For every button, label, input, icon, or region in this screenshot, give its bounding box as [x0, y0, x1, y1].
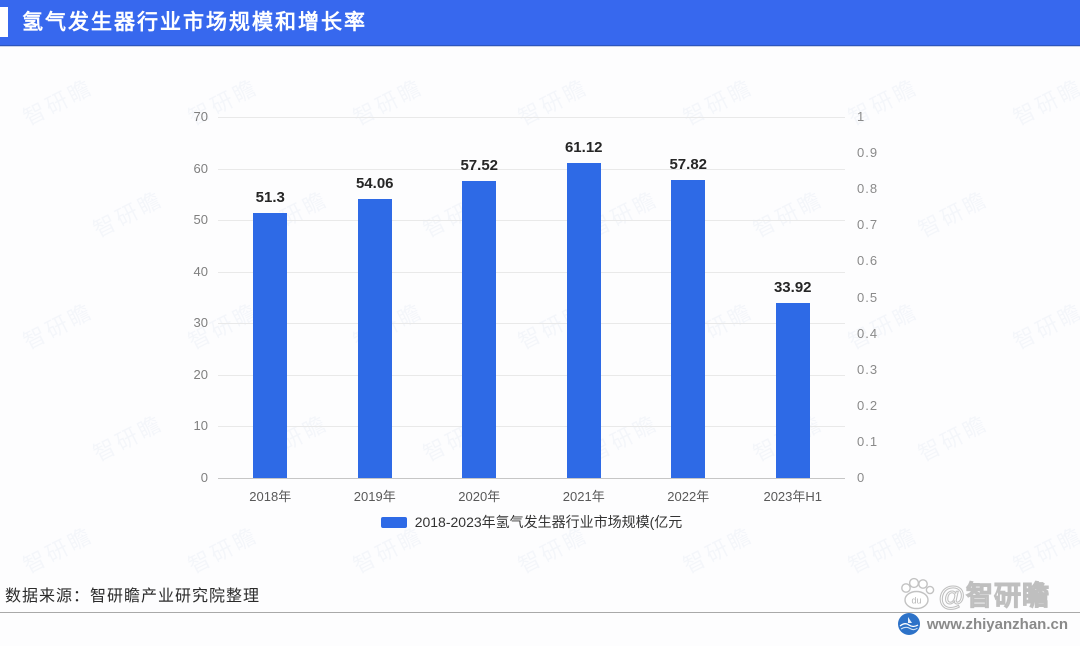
y-axis-right-tick: 0.8	[857, 181, 879, 197]
y-axis-left-tick: 50	[193, 212, 208, 228]
y-axis-right-tick: 1	[857, 109, 866, 124]
y-axis-left-tick: 70	[193, 109, 208, 124]
gridline	[218, 374, 845, 376]
x-axis-tick: 2020年	[458, 489, 501, 504]
bar-2018年	[253, 213, 288, 478]
y-axis-left-tick: 60	[193, 160, 208, 176]
y-axis-right-tick: 0.2	[857, 397, 879, 413]
x-axis-tick: 2019年	[353, 489, 396, 504]
bar-value-label: 54.06	[355, 175, 394, 193]
gridline	[218, 426, 845, 428]
brand-url: www.zhiyanzhan.cn	[926, 615, 1068, 633]
y-axis-right-tick: 0.4	[857, 325, 879, 341]
y-axis-right-tick: 0.1	[857, 433, 879, 449]
bar-value-label: 57.82	[669, 155, 708, 173]
x-axis-tick: 2021年	[562, 489, 605, 504]
brand-name: @智研瞻	[938, 581, 1050, 612]
y-axis-left-tick: 30	[193, 315, 208, 331]
gridline	[218, 220, 845, 222]
baidu-paw-icon: du	[900, 577, 934, 609]
y-axis-right-tick: 0.9	[857, 145, 879, 161]
y-axis-left-tick: 20	[193, 366, 208, 382]
bar-2020年	[462, 181, 497, 478]
legend-swatch	[380, 516, 407, 528]
y-axis-right-tick: 0.3	[857, 361, 879, 377]
y-axis-right-tick: 0.6	[857, 253, 879, 269]
title-bar: 氢气发生器行业市场规模和增长率	[0, 0, 1080, 45]
gridline	[218, 168, 845, 170]
x-axis-tick: 2022年	[667, 489, 710, 504]
bar-value-label: 57.52	[460, 157, 499, 175]
gridline	[218, 271, 845, 273]
y-axis-left-tick: 40	[193, 263, 208, 279]
x-axis-tick: 2018年	[249, 489, 292, 504]
zhiyanzhan-logo-icon	[897, 613, 920, 635]
bar-2022年	[671, 179, 706, 478]
footer-divider	[0, 612, 1080, 613]
gridline	[218, 117, 845, 118]
bar-value-label: 33.92	[773, 279, 812, 297]
page-title: 氢气发生器行业市场规模和增长率	[22, 11, 367, 34]
title-accent-bar	[0, 7, 8, 37]
bar-2021年	[566, 162, 601, 478]
bar-value-label: 51.3	[255, 189, 285, 207]
y-axis-right-tick: 0	[857, 470, 866, 485]
data-source: 数据来源：智研瞻产业研究院整理	[5, 588, 261, 605]
gridline	[218, 323, 845, 325]
y-axis-left-tick: 10	[193, 418, 208, 434]
bar-2023年H1	[775, 303, 810, 478]
y-axis-right-tick: 0.5	[857, 289, 879, 305]
bar-2019年	[357, 199, 392, 478]
legend-label: 2018-2023年氢气发生器行业市场规模(亿元	[414, 514, 683, 530]
gridline	[218, 478, 845, 479]
brand-row: du @智研瞻	[897, 574, 1050, 613]
brand-url-row: www.zhiyanzhan.cn	[897, 612, 1068, 636]
x-axis-tick: 2023年H1	[763, 489, 823, 504]
y-axis-right-tick: 0.7	[857, 217, 879, 233]
svg-text:du: du	[911, 595, 921, 605]
y-axis-left-tick: 0	[200, 470, 208, 485]
bar-value-label: 61.12	[564, 138, 603, 156]
chart-legend: 2018-2023年氢气发生器行业市场规模(亿元	[218, 511, 845, 533]
